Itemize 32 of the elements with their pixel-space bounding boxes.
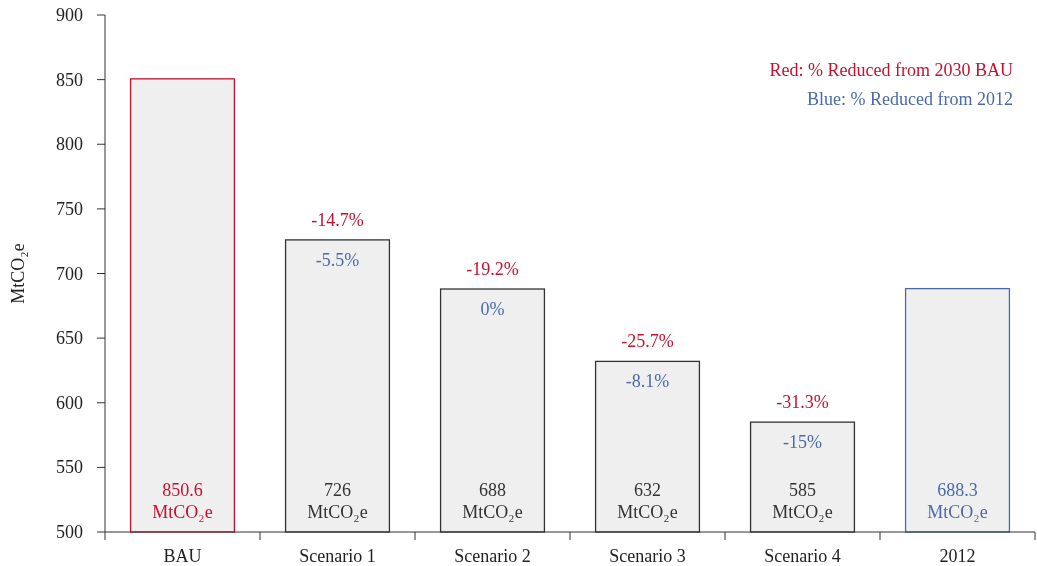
y-tick-label: 800 bbox=[56, 134, 83, 155]
annotation: -14.7% bbox=[311, 209, 364, 230]
annotation: -31.3% bbox=[776, 392, 829, 413]
y-tick-label: 700 bbox=[56, 263, 83, 284]
y-tick-label: 650 bbox=[56, 328, 83, 349]
data-label: 726 MtCO₂e bbox=[307, 480, 368, 522]
data-label: 585 MtCO₂e bbox=[772, 480, 833, 522]
y-tick-label: 550 bbox=[56, 457, 83, 478]
annotation: -5.5% bbox=[315, 249, 360, 270]
y-tick-label: 750 bbox=[56, 198, 83, 219]
x-tick-label: 2012 bbox=[939, 546, 976, 566]
x-tick-label: Scenario 3 bbox=[609, 546, 686, 566]
annotation: -19.2% bbox=[466, 259, 519, 280]
data-label: 850.6 MtCO₂e bbox=[152, 480, 213, 522]
x-tick-label: Scenario 4 bbox=[764, 546, 841, 566]
y-axis-title: MtCO₂e bbox=[8, 243, 28, 304]
annotation: 0% bbox=[480, 299, 505, 320]
data-label: 688 MtCO₂e bbox=[462, 480, 523, 522]
annotation: -8.1% bbox=[625, 371, 670, 392]
y-tick-label: 500 bbox=[56, 522, 83, 542]
y-tick-label: 850 bbox=[56, 69, 83, 90]
x-tick-label: Scenario 2 bbox=[454, 546, 531, 566]
y-tick-label: 600 bbox=[56, 392, 83, 413]
annotation: -25.7% bbox=[621, 331, 674, 352]
x-tick-label: BAU bbox=[163, 546, 202, 566]
data-label: 688.3 MtCO₂e bbox=[927, 480, 988, 522]
y-tick-label: 900 bbox=[56, 5, 83, 25]
data-label: 632 MtCO₂e bbox=[617, 480, 678, 522]
annotation: Red: % Reduced from 2030 BAU bbox=[769, 60, 1013, 80]
annotation: -15% bbox=[783, 432, 822, 453]
x-tick-label: Scenario 1 bbox=[299, 546, 376, 566]
annotation: Blue: % Reduced from 2012 bbox=[807, 89, 1013, 109]
